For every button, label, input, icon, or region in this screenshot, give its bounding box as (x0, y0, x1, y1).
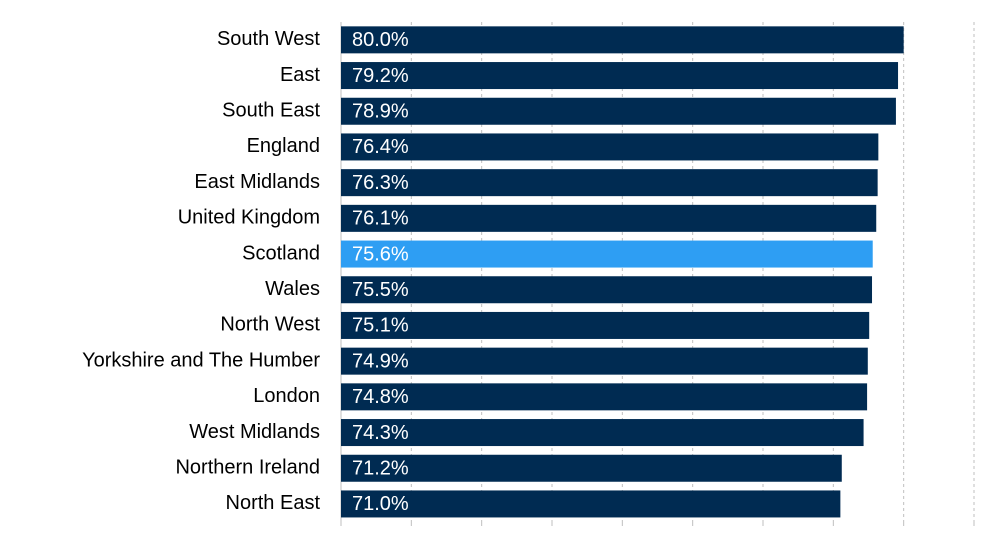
category-label: London (253, 385, 320, 407)
bar-london (341, 383, 868, 411)
data-label: 76.4% (352, 136, 409, 158)
data-label: 75.6% (352, 243, 409, 265)
bar-north-east (341, 490, 841, 518)
data-label: 74.9% (352, 350, 409, 372)
category-labels: South West East South East England East Midl… (82, 28, 320, 514)
bar-northern-ireland (341, 454, 842, 482)
category-label: England (247, 135, 320, 157)
bar-north-west (341, 311, 870, 339)
data-label: 75.5% (352, 279, 409, 301)
category-label: United Kingdom (178, 207, 320, 229)
data-labels: 80.0% 79.2% 78.9% 76.4% 76.3% 76.1% 75.6% 75.5%… (352, 29, 409, 515)
bar-wales (341, 276, 873, 304)
bar-yorkshire-and-the-humber (341, 347, 868, 375)
category-label: Scotland (242, 242, 320, 264)
gridlines (340, 22, 975, 526)
bar-scotland (341, 240, 873, 268)
data-label: 76.1% (352, 208, 409, 230)
bars (341, 26, 904, 518)
category-label: South East (222, 100, 320, 122)
bar-england (341, 133, 879, 161)
data-label: 80.0% (352, 29, 409, 51)
category-label: East Midlands (194, 171, 320, 193)
bar-south-west (341, 26, 904, 54)
data-label: 75.1% (352, 315, 409, 337)
bar-south-east (341, 97, 896, 125)
data-label: 74.3% (352, 422, 409, 444)
category-label: East (280, 64, 320, 86)
data-label: 79.2% (352, 65, 409, 87)
data-label: 74.8% (352, 386, 409, 408)
data-label: 78.9% (352, 101, 409, 123)
category-label: West Midlands (189, 421, 320, 443)
category-label: Wales (265, 278, 320, 300)
data-label: 71.2% (352, 458, 409, 480)
data-label: 71.0% (352, 493, 409, 515)
category-label: Yorkshire and The Humber (82, 349, 320, 371)
bar-west-midlands (341, 419, 864, 447)
bar-east (341, 62, 899, 90)
category-label: North West (220, 314, 320, 336)
category-label: Northern Ireland (175, 457, 320, 479)
bar-united-kingdom (341, 204, 877, 232)
bar-east-midlands (341, 169, 878, 197)
data-label: 76.3% (352, 172, 409, 194)
category-label: North East (226, 492, 321, 514)
category-label: South West (217, 28, 320, 50)
